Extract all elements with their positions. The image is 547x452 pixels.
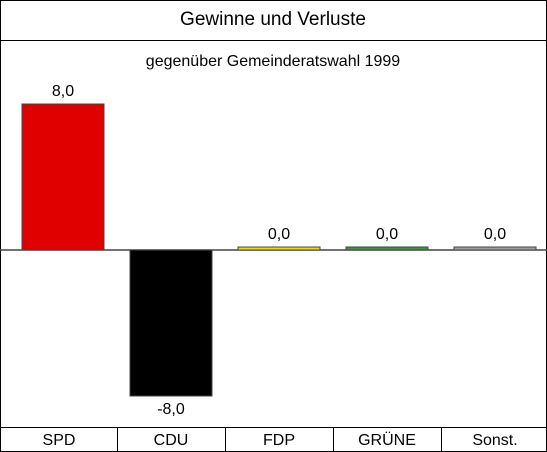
- value-label: 8,0: [52, 83, 74, 100]
- x-tick-label: Sonst.: [472, 432, 517, 449]
- x-tick-label: SPD: [43, 432, 76, 449]
- x-tick-label: FDP: [263, 432, 295, 449]
- bar: [237, 246, 321, 251]
- bar: [453, 246, 537, 251]
- bar: [21, 103, 105, 251]
- x-tick-label: GRÜNE: [358, 431, 416, 449]
- value-label: 0,0: [268, 226, 290, 243]
- value-label: -8,0: [157, 401, 185, 418]
- chart-title: Gewinne und Verluste: [180, 9, 366, 30]
- value-label: 0,0: [376, 226, 398, 243]
- chart-subtitle: gegenüber Gemeinderatswahl 1999: [146, 53, 401, 70]
- bar: [345, 246, 429, 251]
- x-tick-label: CDU: [154, 432, 189, 449]
- bar: [129, 249, 213, 397]
- value-label: 0,0: [484, 226, 506, 243]
